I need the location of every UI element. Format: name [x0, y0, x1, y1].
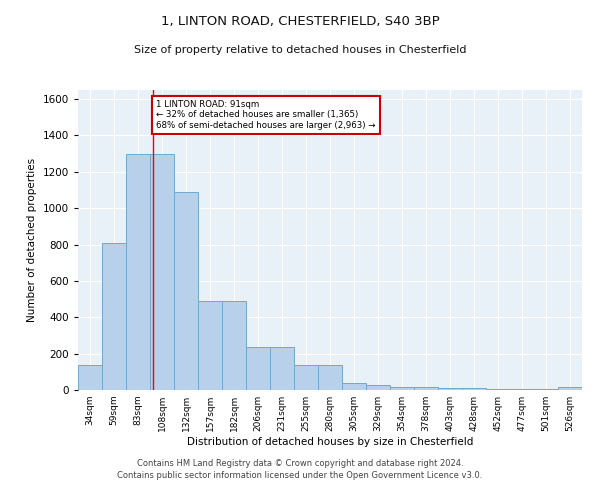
Bar: [78, 364, 102, 390]
Bar: [342, 382, 366, 390]
Text: 1 LINTON ROAD: 91sqm
← 32% of detached houses are smaller (1,365)
68% of semi-de: 1 LINTON ROAD: 91sqm ← 32% of detached h…: [157, 100, 376, 130]
Bar: [318, 366, 342, 390]
Bar: [414, 388, 438, 390]
Bar: [294, 366, 318, 390]
Bar: [198, 301, 222, 390]
Text: Contains HM Land Registry data © Crown copyright and database right 2024.
Contai: Contains HM Land Registry data © Crown c…: [118, 459, 482, 480]
Bar: [534, 389, 558, 390]
Bar: [438, 388, 462, 390]
Bar: [126, 154, 150, 390]
Bar: [366, 386, 390, 390]
Bar: [462, 388, 486, 390]
Bar: [222, 301, 246, 390]
Bar: [102, 242, 126, 390]
Bar: [174, 192, 198, 390]
Bar: [246, 348, 270, 390]
Bar: [510, 389, 534, 390]
Bar: [270, 348, 294, 390]
Y-axis label: Number of detached properties: Number of detached properties: [27, 158, 37, 322]
Bar: [558, 388, 582, 390]
Bar: [486, 389, 510, 390]
Text: Size of property relative to detached houses in Chesterfield: Size of property relative to detached ho…: [134, 45, 466, 55]
Bar: [150, 154, 174, 390]
Text: 1, LINTON ROAD, CHESTERFIELD, S40 3BP: 1, LINTON ROAD, CHESTERFIELD, S40 3BP: [161, 15, 439, 28]
Bar: [390, 388, 414, 390]
X-axis label: Distribution of detached houses by size in Chesterfield: Distribution of detached houses by size …: [187, 437, 473, 447]
